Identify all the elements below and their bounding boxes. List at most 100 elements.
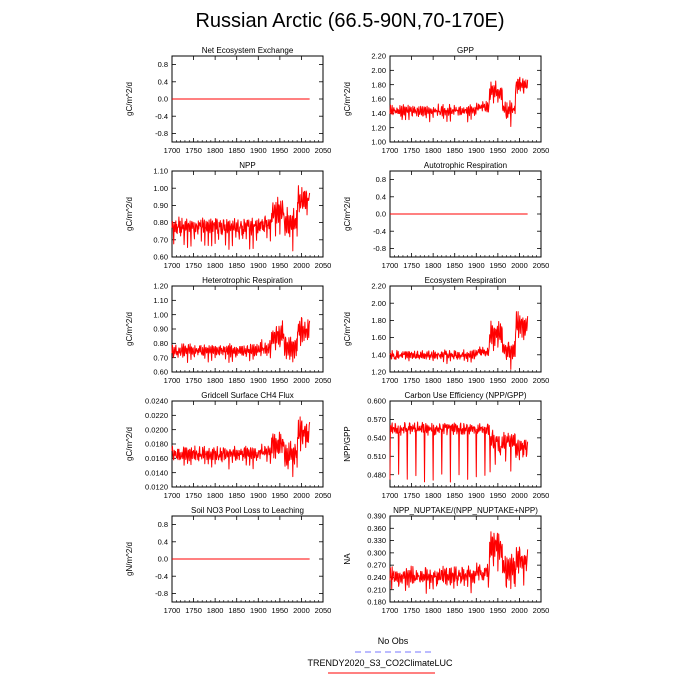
npp-ylabel: gC/m^2/d xyxy=(125,197,134,231)
carbon-use-efficiency-npp-gpp-xtick-label-1700: 1700 xyxy=(382,491,399,500)
autotrophic-respiration-xtick-label-1900: 1900 xyxy=(468,261,485,270)
npp-xtick-label-1800: 1800 xyxy=(207,261,224,270)
npp-ytick-label-4: 1.00 xyxy=(153,184,168,193)
ecosystem-respiration-series-line xyxy=(389,311,529,370)
gpp-xtick-label-2000: 2000 xyxy=(511,146,528,155)
soil-no3-pool-loss-to-leaching-xtick-label-1700: 1700 xyxy=(164,606,181,615)
npp-xtick-label-2050: 2050 xyxy=(315,261,332,270)
gridcell-surface-ch4-flux-series-line xyxy=(171,416,311,478)
autotrophic-respiration-xtick-label-2050: 2050 xyxy=(533,261,550,270)
soil-no3-pool-loss-to-leaching-ytick-label-0: -0.8 xyxy=(155,589,168,598)
npp-series-line xyxy=(171,185,311,252)
soil-no3-pool-loss-to-leaching-ytick-label-4: 0.8 xyxy=(158,520,168,529)
gpp-ytick-label-2: 1.40 xyxy=(371,109,386,118)
legend: No Obs TRENDY2020_S3_CO2ClimateLUC xyxy=(307,636,453,674)
npp-nuptake-npp-nuptake-npp-ytick-label-1: 0.210 xyxy=(367,585,386,594)
chart-panels: Net Ecosystem Exchange 1700 1750 1800 1850 19… xyxy=(125,46,549,615)
npp-xtick-label-1950: 1950 xyxy=(272,261,289,270)
soil-no3-pool-loss-to-leaching-ylabel: gN/m^2/d xyxy=(125,542,134,576)
npp-xtick-label-2000: 2000 xyxy=(293,261,310,270)
npp-ytick-label-3: 0.90 xyxy=(153,201,168,210)
net-ecosystem-exchange-ylabel: gC/m^2/d xyxy=(125,82,134,116)
gpp-xtick-label-1700: 1700 xyxy=(382,146,399,155)
npp-nuptake-npp-nuptake-npp-ytick-label-7: 0.390 xyxy=(367,512,386,521)
gridcell-surface-ch4-flux-xtick-label-1750: 1750 xyxy=(185,491,202,500)
npp-nuptake-npp-nuptake-npp-title: NPP_NUPTAKE/(NPP_NUPTAKE+NPP) xyxy=(393,506,538,515)
npp-nuptake-npp-nuptake-npp-xtick-label-1900: 1900 xyxy=(468,606,485,615)
legend-label-obs: No Obs xyxy=(378,636,409,646)
heterotrophic-respiration-ylabel: gC/m^2/d xyxy=(125,312,134,346)
autotrophic-respiration-ytick-label-2: 0.0 xyxy=(376,210,386,219)
carbon-use-efficiency-npp-gpp-ytick-label-3: 0.570 xyxy=(367,415,386,424)
net-ecosystem-exchange-ytick-label-2: 0.0 xyxy=(158,95,168,104)
ecosystem-respiration-frame xyxy=(389,285,542,373)
carbon-use-efficiency-npp-gpp-xtick-label-1950: 1950 xyxy=(490,491,507,500)
heterotrophic-respiration-xtick-label-1900: 1900 xyxy=(250,376,267,385)
heterotrophic-respiration-xtick-label-1850: 1850 xyxy=(228,376,245,385)
autotrophic-respiration-xtick-label-2000: 2000 xyxy=(511,261,528,270)
panel-soil-no3-pool-loss-to-leaching: Soil NO3 Pool Loss to Leaching 1700 1750 18… xyxy=(125,506,331,615)
net-ecosystem-exchange-ytick-label-1: -0.4 xyxy=(155,112,168,121)
ecosystem-respiration-xtick-label-1900: 1900 xyxy=(468,376,485,385)
gpp-ytick-label-3: 1.60 xyxy=(371,95,386,104)
net-ecosystem-exchange-xtick-label-1950: 1950 xyxy=(272,146,289,155)
npp-frame xyxy=(171,170,324,258)
npp-ytick-label-2: 0.80 xyxy=(153,218,168,227)
ecosystem-respiration-ytick-label-2: 1.60 xyxy=(371,333,386,342)
gpp-title: GPP xyxy=(457,46,474,55)
net-ecosystem-exchange-xtick-label-2000: 2000 xyxy=(293,146,310,155)
npp-nuptake-npp-nuptake-npp-ytick-label-4: 0.300 xyxy=(367,548,386,557)
gridcell-surface-ch4-flux-ytick-label-5: 0.0220 xyxy=(145,411,168,420)
legend-label-model: TRENDY2020_S3_CO2ClimateLUC xyxy=(307,658,453,668)
gridcell-surface-ch4-flux-ytick-label-1: 0.0140 xyxy=(145,468,168,477)
carbon-use-efficiency-npp-gpp-ytick-label-2: 0.540 xyxy=(367,433,386,442)
panel-autotrophic-respiration: Autotrophic Respiration 1700 1750 1800 1850 1… xyxy=(343,161,549,270)
net-ecosystem-exchange-xtick-label-1800: 1800 xyxy=(207,146,224,155)
net-ecosystem-exchange-xtick-label-1750: 1750 xyxy=(185,146,202,155)
gpp-ytick-label-4: 1.80 xyxy=(371,80,386,89)
npp-nuptake-npp-nuptake-npp-series-line xyxy=(389,531,529,594)
carbon-use-efficiency-npp-gpp-series-line xyxy=(389,421,529,483)
panel-npp: NPP 1700 1750 1800 1850 1900 1950 2000 2050 0.60 0… xyxy=(125,161,331,270)
net-ecosystem-exchange-title: Net Ecosystem Exchange xyxy=(202,46,294,55)
npp-nuptake-npp-nuptake-npp-ytick-label-2: 0.240 xyxy=(367,573,386,582)
soil-no3-pool-loss-to-leaching-title: Soil NO3 Pool Loss to Leaching xyxy=(191,506,304,515)
carbon-use-efficiency-npp-gpp-xtick-label-2000: 2000 xyxy=(511,491,528,500)
ecosystem-respiration-ytick-label-3: 1.80 xyxy=(371,316,386,325)
gpp-xtick-label-1850: 1850 xyxy=(446,146,463,155)
gpp-xtick-label-1950: 1950 xyxy=(490,146,507,155)
panel-gpp: GPP 1700 1750 1800 1850 1900 1950 2000 2050 1.00 1… xyxy=(343,46,549,155)
ecosystem-respiration-ytick-label-5: 2.20 xyxy=(371,282,386,291)
heterotrophic-respiration-ytick-label-4: 1.00 xyxy=(153,310,168,319)
npp-nuptake-npp-nuptake-npp-ytick-label-0: 0.180 xyxy=(367,598,386,607)
autotrophic-respiration-xtick-label-1700: 1700 xyxy=(382,261,399,270)
net-ecosystem-exchange-xtick-label-1700: 1700 xyxy=(164,146,181,155)
gpp-ytick-label-1: 1.20 xyxy=(371,123,386,132)
carbon-use-efficiency-npp-gpp-title: Carbon Use Efficiency (NPP/GPP) xyxy=(404,391,526,400)
soil-no3-pool-loss-to-leaching-xtick-label-2050: 2050 xyxy=(315,606,332,615)
autotrophic-respiration-ylabel: gC/m^2/d xyxy=(343,197,352,231)
gridcell-surface-ch4-flux-xtick-label-1700: 1700 xyxy=(164,491,181,500)
npp-nuptake-npp-nuptake-npp-xtick-label-2000: 2000 xyxy=(511,606,528,615)
gridcell-surface-ch4-flux-xtick-label-1850: 1850 xyxy=(228,491,245,500)
soil-no3-pool-loss-to-leaching-xtick-label-1950: 1950 xyxy=(272,606,289,615)
ecosystem-respiration-ytick-label-0: 1.20 xyxy=(371,368,386,377)
heterotrophic-respiration-ytick-label-5: 1.10 xyxy=(153,296,168,305)
panel-ecosystem-respiration: Ecosystem Respiration 1700 1750 1800 1850 190… xyxy=(343,276,549,385)
carbon-use-efficiency-npp-gpp-ytick-label-4: 0.600 xyxy=(367,397,386,406)
soil-no3-pool-loss-to-leaching-ytick-label-1: -0.4 xyxy=(155,572,168,581)
gpp-ytick-label-5: 2.00 xyxy=(371,66,386,75)
autotrophic-respiration-ytick-label-4: 0.8 xyxy=(376,175,386,184)
heterotrophic-respiration-xtick-label-1950: 1950 xyxy=(272,376,289,385)
carbon-use-efficiency-npp-gpp-xtick-label-1900: 1900 xyxy=(468,491,485,500)
gpp-series-line xyxy=(389,76,529,127)
heterotrophic-respiration-ytick-label-0: 0.60 xyxy=(153,368,168,377)
gridcell-surface-ch4-flux-ytick-label-6: 0.0240 xyxy=(145,397,168,406)
npp-nuptake-npp-nuptake-npp-ytick-label-6: 0.360 xyxy=(367,524,386,533)
npp-nuptake-npp-nuptake-npp-xtick-label-1700: 1700 xyxy=(382,606,399,615)
npp-ytick-label-5: 1.10 xyxy=(153,167,168,176)
npp-nuptake-npp-nuptake-npp-frame xyxy=(389,515,542,603)
carbon-use-efficiency-npp-gpp-xtick-label-1800: 1800 xyxy=(425,491,442,500)
heterotrophic-respiration-xtick-label-1700: 1700 xyxy=(164,376,181,385)
